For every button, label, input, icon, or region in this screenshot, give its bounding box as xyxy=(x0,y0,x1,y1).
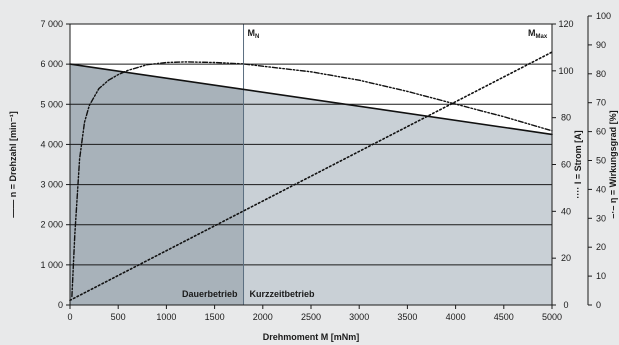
current-tick-label: 100 xyxy=(558,66,573,76)
efficiency-tick-label: 90 xyxy=(596,40,606,50)
rated-torque-label: MN xyxy=(248,28,260,40)
current-tick-label: 60 xyxy=(561,160,571,170)
x-tick-label: 3000 xyxy=(349,312,369,322)
efficiency-axis-title: –·– η = Wirkungsgrad [%] xyxy=(608,110,618,218)
efficiency-tick-label: 70 xyxy=(596,98,606,108)
efficiency-tick-label: 80 xyxy=(596,69,606,79)
efficiency-tick-label: 60 xyxy=(596,127,606,137)
speed-tick-label: 1 000 xyxy=(40,260,63,270)
region-continuous-label: Dauerbetrieb xyxy=(182,289,238,299)
efficiency-line xyxy=(71,61,553,298)
speed-tick-label: 6 000 xyxy=(40,59,63,69)
speed-line xyxy=(69,63,553,136)
current-tick-label: 40 xyxy=(561,206,571,216)
x-tick-label: 500 xyxy=(111,312,126,322)
speed-tick-label: 4 000 xyxy=(40,139,63,149)
current-tick-label: 0 xyxy=(563,300,568,310)
x-axis-title: Drehmoment M [mNm] xyxy=(263,332,360,342)
efficiency-tick-label: 10 xyxy=(596,271,606,281)
current-axis-title: ···· I = Strom [A] xyxy=(573,130,583,198)
x-tick-label: 3500 xyxy=(397,312,417,322)
current-tick-label: 20 xyxy=(561,253,571,263)
x-tick-label: 5000 xyxy=(542,312,562,322)
region-short-term xyxy=(243,89,552,305)
speed-tick-label: 7 000 xyxy=(40,19,63,29)
x-tick-label: 2000 xyxy=(253,312,273,322)
efficiency-tick-label: 30 xyxy=(596,213,606,223)
x-tick-label: 2500 xyxy=(301,312,321,322)
x-tick-label: 4000 xyxy=(446,312,466,322)
efficiency-tick-label: 50 xyxy=(596,156,606,166)
x-tick-label: 0 xyxy=(67,312,72,322)
efficiency-tick-label: 100 xyxy=(596,11,611,21)
speed-axis-title: —— n = Drehzahl [min⁻¹] xyxy=(8,111,18,218)
x-tick-label: 4500 xyxy=(494,312,514,322)
current-tick-label: 80 xyxy=(561,113,571,123)
x-tick-label: 1500 xyxy=(205,312,225,322)
efficiency-tick-label: 20 xyxy=(596,242,606,252)
speed-tick-label: 2 000 xyxy=(40,220,63,230)
speed-tick-label: 5 000 xyxy=(40,99,63,109)
speed-tick-label: 3 000 xyxy=(40,180,63,190)
speed-tick-label: 0 xyxy=(58,300,63,310)
current-tick-label: 120 xyxy=(558,19,573,29)
current-line xyxy=(69,51,553,302)
efficiency-tick-label: 40 xyxy=(596,184,606,194)
x-tick-label: 1000 xyxy=(156,312,176,322)
region-short-term-label: Kurzzeitbetrieb xyxy=(250,289,316,299)
efficiency-tick-label: 0 xyxy=(596,300,601,310)
